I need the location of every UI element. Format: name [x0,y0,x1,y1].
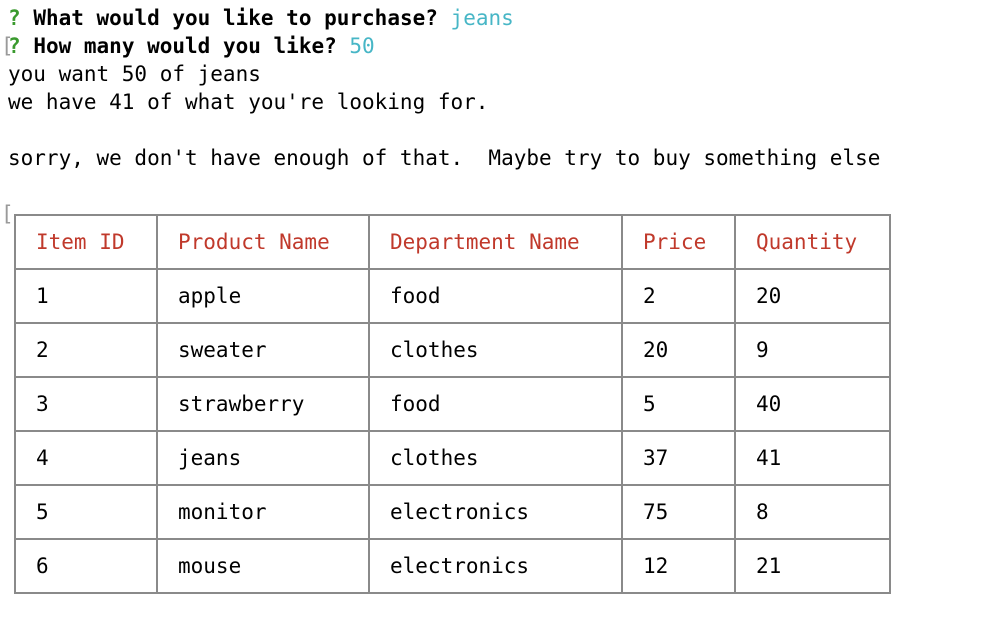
department-name-cell: electronics [368,484,623,540]
column-header-department-name: Department Name [368,214,623,270]
table-row: 4 jeans clothes 37 41 [14,430,891,486]
quantity-cell: 40 [734,376,891,432]
quantity-cell: 21 [734,538,891,594]
price-cell: 5 [621,376,736,432]
selection-bracket: [ [1,34,14,58]
department-name-cell: food [368,268,623,324]
item-id-cell: 4 [14,430,158,486]
product-name-cell: jeans [156,430,370,486]
prompt-line-2: ? How many would you like? 50 [8,32,375,60]
item-id-cell: 3 [14,376,158,432]
price-cell: 37 [621,430,736,486]
price-cell: 20 [621,322,736,378]
prompt-question: What would you like to purchase? [33,6,438,30]
table-body: 1 apple food 2 20 2 sweater clothes 20 9 3 strawber… [14,268,891,594]
inventory-table: Item ID Product Name Department Name Pri… [14,214,891,594]
column-header-product-name: Product Name [156,214,370,270]
output-line: sorry, we don't have enough of that. May… [8,146,881,170]
column-header-quantity: Quantity [734,214,891,270]
prompt-line-1: ? What would you like to purchase? jeans [8,4,514,32]
prompt-answer: 50 [349,34,375,58]
table-row: 6 mouse electronics 12 21 [14,538,891,594]
item-id-cell: 5 [14,484,158,540]
product-name-cell: strawberry [156,376,370,432]
product-name-cell: mouse [156,538,370,594]
table-row: 3 strawberry food 5 40 [14,376,891,432]
product-name-cell: monitor [156,484,370,540]
table-row: 2 sweater clothes 20 9 [14,322,891,378]
department-name-cell: electronics [368,538,623,594]
price-cell: 75 [621,484,736,540]
product-name-cell: sweater [156,322,370,378]
item-id-cell: 2 [14,322,158,378]
table-row: 5 monitor electronics 75 8 [14,484,891,540]
output-line: we have 41 of what you're looking for. [8,90,489,114]
quantity-cell: 8 [734,484,891,540]
department-name-cell: food [368,376,623,432]
table-row: 1 apple food 2 20 [14,268,891,324]
product-name-cell: apple [156,268,370,324]
selection-bracket: [ [1,202,14,226]
quantity-cell: 9 [734,322,891,378]
department-name-cell: clothes [368,322,623,378]
department-name-cell: clothes [368,430,623,486]
price-cell: 12 [621,538,736,594]
item-id-cell: 1 [14,268,158,324]
prompt-answer: jeans [450,6,514,30]
column-header-item-id: Item ID [14,214,158,270]
quantity-cell: 20 [734,268,891,324]
prompt-question: How many would you like? [33,34,337,58]
output-line: you want 50 of jeans [8,62,261,86]
price-cell: 2 [621,268,736,324]
quantity-cell: 41 [734,430,891,486]
prompt-marker: ? [8,34,21,58]
column-header-price: Price [621,214,736,270]
item-id-cell: 6 [14,538,158,594]
prompt-marker: ? [8,6,21,30]
table-header-row: Item ID Product Name Department Name Pri… [14,214,891,270]
